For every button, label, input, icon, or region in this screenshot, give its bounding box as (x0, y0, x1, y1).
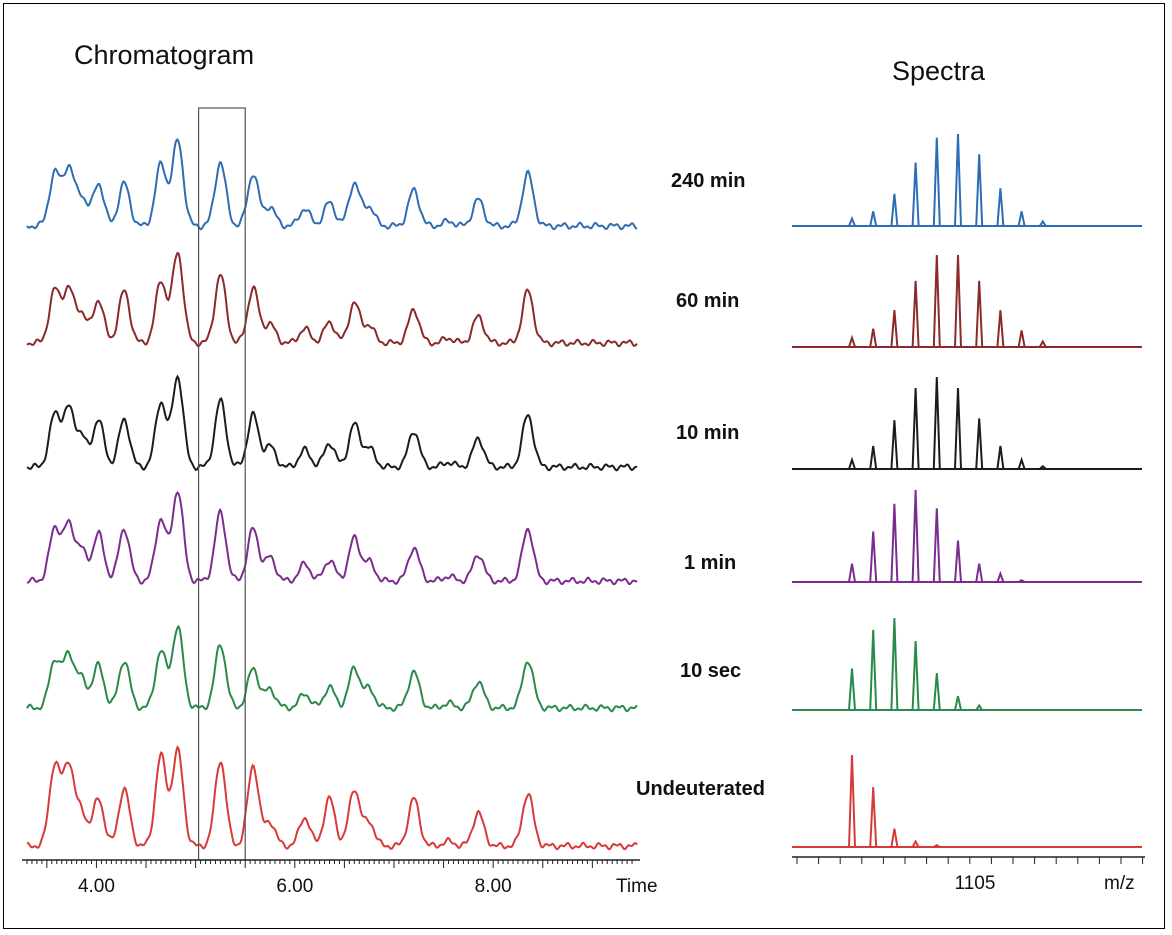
spectrum-peak (869, 211, 878, 227)
chromatogram-x-axis: 4.00 6.00 8.00 Time (22, 859, 658, 897)
chromatogram-trace-2 (26, 374, 638, 472)
spectrum-peak (932, 254, 941, 348)
spectrum-peak (890, 503, 899, 583)
row-label-60-min: 60 min (676, 290, 740, 312)
spectrum-peak (869, 629, 878, 711)
figure-frame (3, 3, 1165, 929)
spectra-x-axis: 1105 m/z (792, 856, 1145, 894)
spectrum-peak (1039, 464, 1047, 470)
spectrum-peak (932, 376, 941, 470)
spectrum-peak (911, 839, 920, 848)
spectrum-peak (911, 388, 920, 470)
spectrum-peak (911, 489, 920, 583)
chromatogram-tick-label: 8.00 (475, 876, 512, 897)
spectrum-peak (954, 133, 962, 227)
spectrum-peak (890, 310, 899, 348)
spectrum-peak (1017, 211, 1026, 227)
spectrum-peak (932, 673, 941, 711)
spectrum-peak (975, 280, 984, 348)
spectrum-peak (911, 162, 920, 227)
spectrum-peak (975, 563, 984, 583)
chromatogram-trace-5 (26, 745, 638, 851)
spectrum-peak (996, 570, 1005, 583)
spectrum-peak (890, 193, 899, 227)
row-label-1-min: 1 min (684, 552, 737, 574)
chromatogram-x-label: Time (616, 876, 658, 897)
spectrum-peak (996, 188, 1005, 227)
chromatogram-tick-label: 6.00 (276, 876, 313, 897)
spectrum-peak (975, 418, 984, 470)
spectrum-peak (975, 154, 984, 227)
spectrum-peak (954, 254, 962, 348)
chromatogram-tick-label: 4.00 (78, 876, 115, 897)
chromatogram-traces (26, 138, 638, 851)
spectra-traces (792, 133, 1142, 848)
highlight-window-box (197, 107, 246, 861)
spectrum-peak (996, 310, 1005, 348)
spectrum-peak (869, 787, 878, 848)
chromatogram-trace-3 (26, 491, 638, 586)
spectra-title: Spectra (892, 56, 986, 86)
spectrum-peak (1018, 578, 1026, 583)
spectrum-peak (911, 280, 920, 348)
spectrum-peak (1038, 219, 1047, 227)
spectrum-peak (869, 445, 878, 470)
spectrum-peak (954, 388, 962, 470)
spectrum-peak (848, 668, 856, 711)
spectra-tick-label: 1105 (955, 873, 996, 894)
spectrum-peak (911, 640, 920, 711)
spectrum-peak (954, 695, 962, 711)
spectrum-peak (869, 328, 878, 348)
row-label-240-min: 240 min (671, 170, 746, 192)
spectra-x-label: m/z (1104, 873, 1135, 894)
spectrum-peak (996, 445, 1005, 470)
row-label-10-sec: 10 sec (680, 660, 742, 682)
spectrum-peak (1017, 456, 1026, 470)
row-label-undeuterated: Undeuterated (636, 778, 765, 800)
spectrum-peak (954, 540, 962, 583)
row-label-10-min: 10 min (676, 422, 740, 444)
chromatogram-title: Chromatogram (74, 40, 255, 70)
spectrum-peak (848, 754, 856, 848)
spectrum-peak (848, 456, 856, 470)
spectrum-peak (848, 563, 856, 583)
spectrum-peak (975, 703, 984, 711)
chromatogram-trace-4 (26, 624, 638, 713)
spectrum-peak (1017, 330, 1026, 348)
spectrum-peak (890, 828, 899, 848)
spectrum-peak (869, 531, 878, 583)
spectrum-peak (932, 137, 941, 227)
spectrum-peak (1038, 339, 1047, 348)
spectrum-peak (890, 617, 899, 711)
spectrum-peak (932, 508, 941, 583)
spectrum-peak (848, 334, 856, 348)
spectrum-peak (933, 843, 941, 848)
spectrum-peak (848, 215, 856, 227)
spectrum-peak (890, 420, 899, 470)
chromatogram-trace-1 (26, 251, 638, 348)
chromatogram-trace-0 (26, 138, 638, 231)
